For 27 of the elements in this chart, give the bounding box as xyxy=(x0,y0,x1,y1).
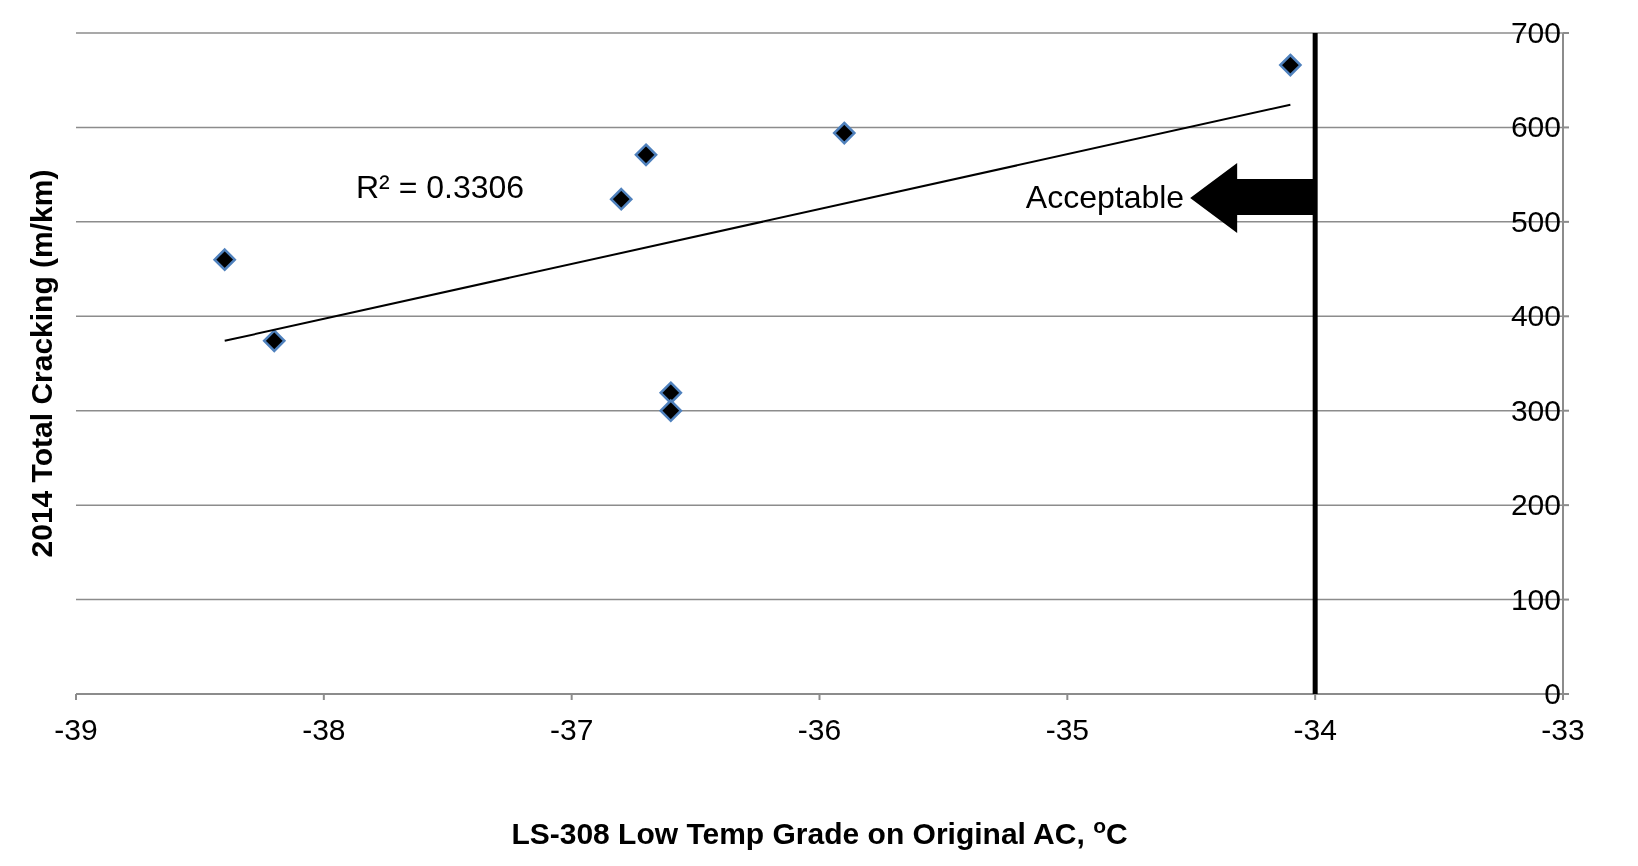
point xyxy=(659,381,683,405)
x-tick-label: -33 xyxy=(1541,713,1585,746)
y-axis-title: 2014 Total Cracking (m/km) xyxy=(25,169,58,558)
y-tick-label: 100 xyxy=(1510,582,1561,616)
y-tick-label: 300 xyxy=(1510,393,1561,427)
annotation: R² = 0.3306 xyxy=(356,169,525,205)
x-tick-label: -35 xyxy=(1045,713,1090,746)
x-tick-label: -36 xyxy=(797,713,842,746)
y-tick-label: 200 xyxy=(1510,488,1561,522)
x-tick-label: -37 xyxy=(549,713,594,746)
x-tick-label: -38 xyxy=(302,713,346,746)
y-tick-label: 400 xyxy=(1510,299,1561,333)
point xyxy=(262,329,286,353)
point xyxy=(659,399,683,423)
point xyxy=(1279,53,1302,77)
point xyxy=(634,143,658,167)
y-tick-label: 700 xyxy=(1510,16,1561,49)
y-tick-label: 500 xyxy=(1510,204,1561,238)
point xyxy=(832,121,856,145)
point xyxy=(213,248,237,271)
y-tick-label: 600 xyxy=(1510,110,1561,144)
x-tick-label: -34 xyxy=(1293,713,1337,746)
annotation: Acceptable xyxy=(1025,179,1185,215)
x-tick-label: -39 xyxy=(54,713,98,746)
y-tick-label: 0 xyxy=(1544,677,1561,710)
point xyxy=(609,187,633,211)
x-axis-title: LS-308 Low Temp Grade on Original AC, $^{o}$C xyxy=(511,813,1128,850)
